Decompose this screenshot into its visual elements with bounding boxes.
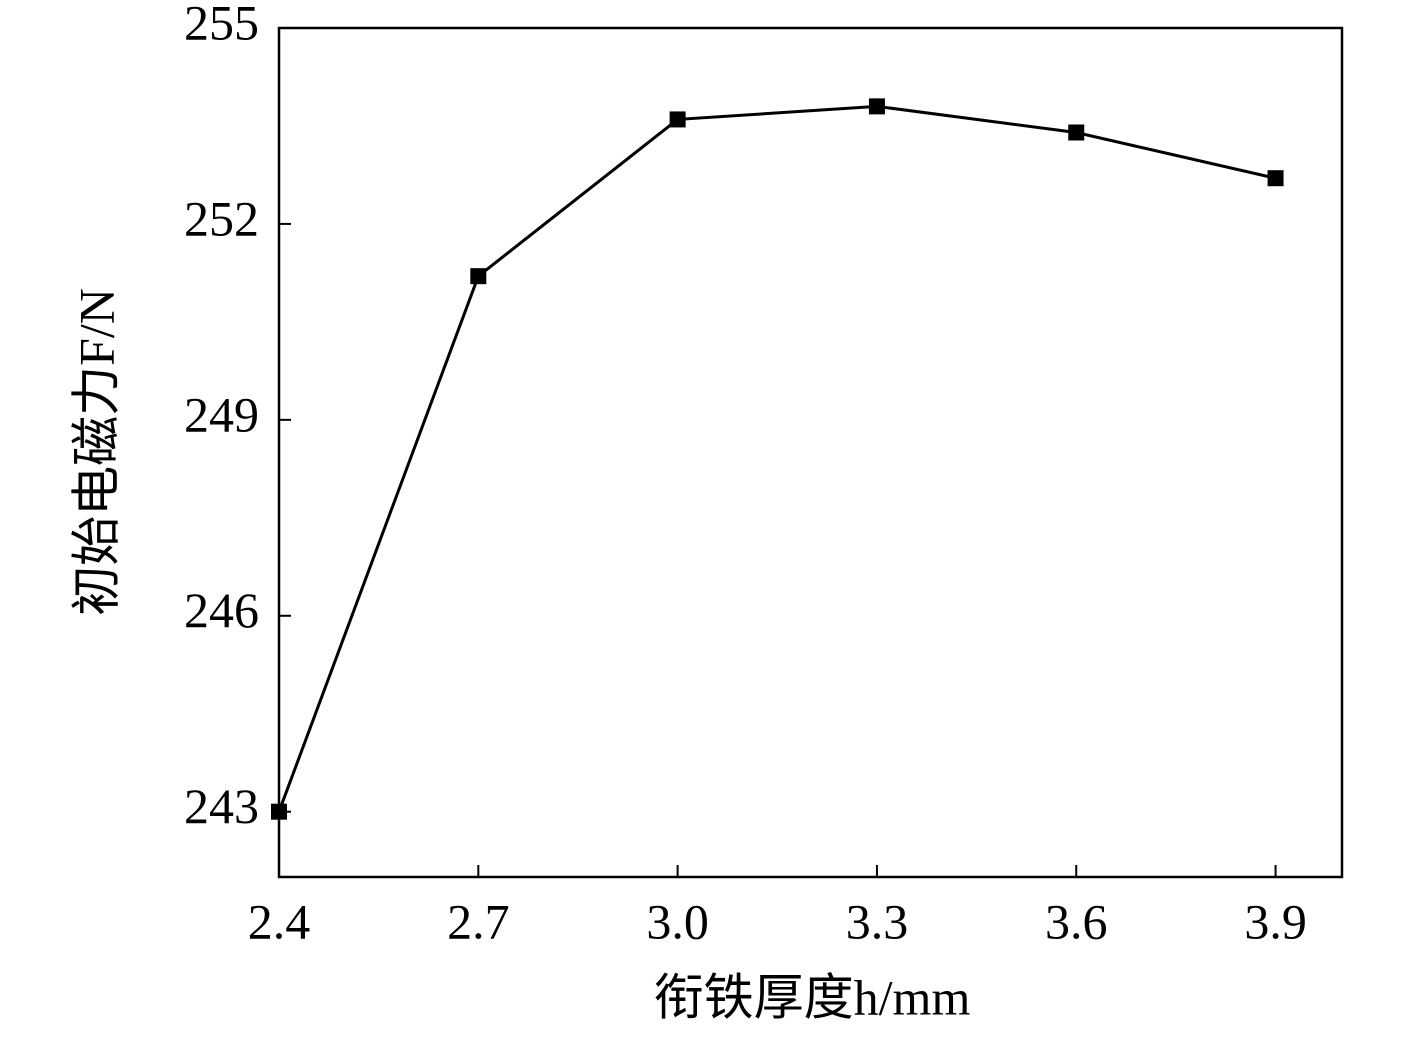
y-tick-label: 252	[184, 190, 259, 246]
y-tick-label: 255	[184, 0, 259, 50]
y-tick-label: 243	[184, 778, 259, 834]
point-marker	[868, 98, 885, 115]
point-marker	[1267, 170, 1284, 187]
point-marker	[669, 111, 686, 128]
y-axis-label: 初始电磁力F/N	[68, 288, 124, 616]
x-tick-label: 2.7	[447, 893, 510, 949]
x-tick-label: 3.9	[1244, 893, 1307, 949]
point-marker	[271, 803, 287, 820]
point-marker	[470, 268, 487, 285]
x-axis-label: 衔铁厚度h/mm	[654, 969, 971, 1025]
point-marker	[1068, 124, 1085, 141]
x-tick-label: 3.0	[646, 893, 709, 949]
x-tick-label: 3.3	[846, 893, 909, 949]
x-tick-label: 2.4	[248, 893, 311, 949]
plot-frame	[277, 26, 1344, 879]
series-line	[277, 104, 1276, 813]
y-tick-label: 249	[184, 386, 259, 442]
x-tick-label: 3.6	[1045, 893, 1108, 949]
y-tick-label: 246	[184, 582, 259, 638]
